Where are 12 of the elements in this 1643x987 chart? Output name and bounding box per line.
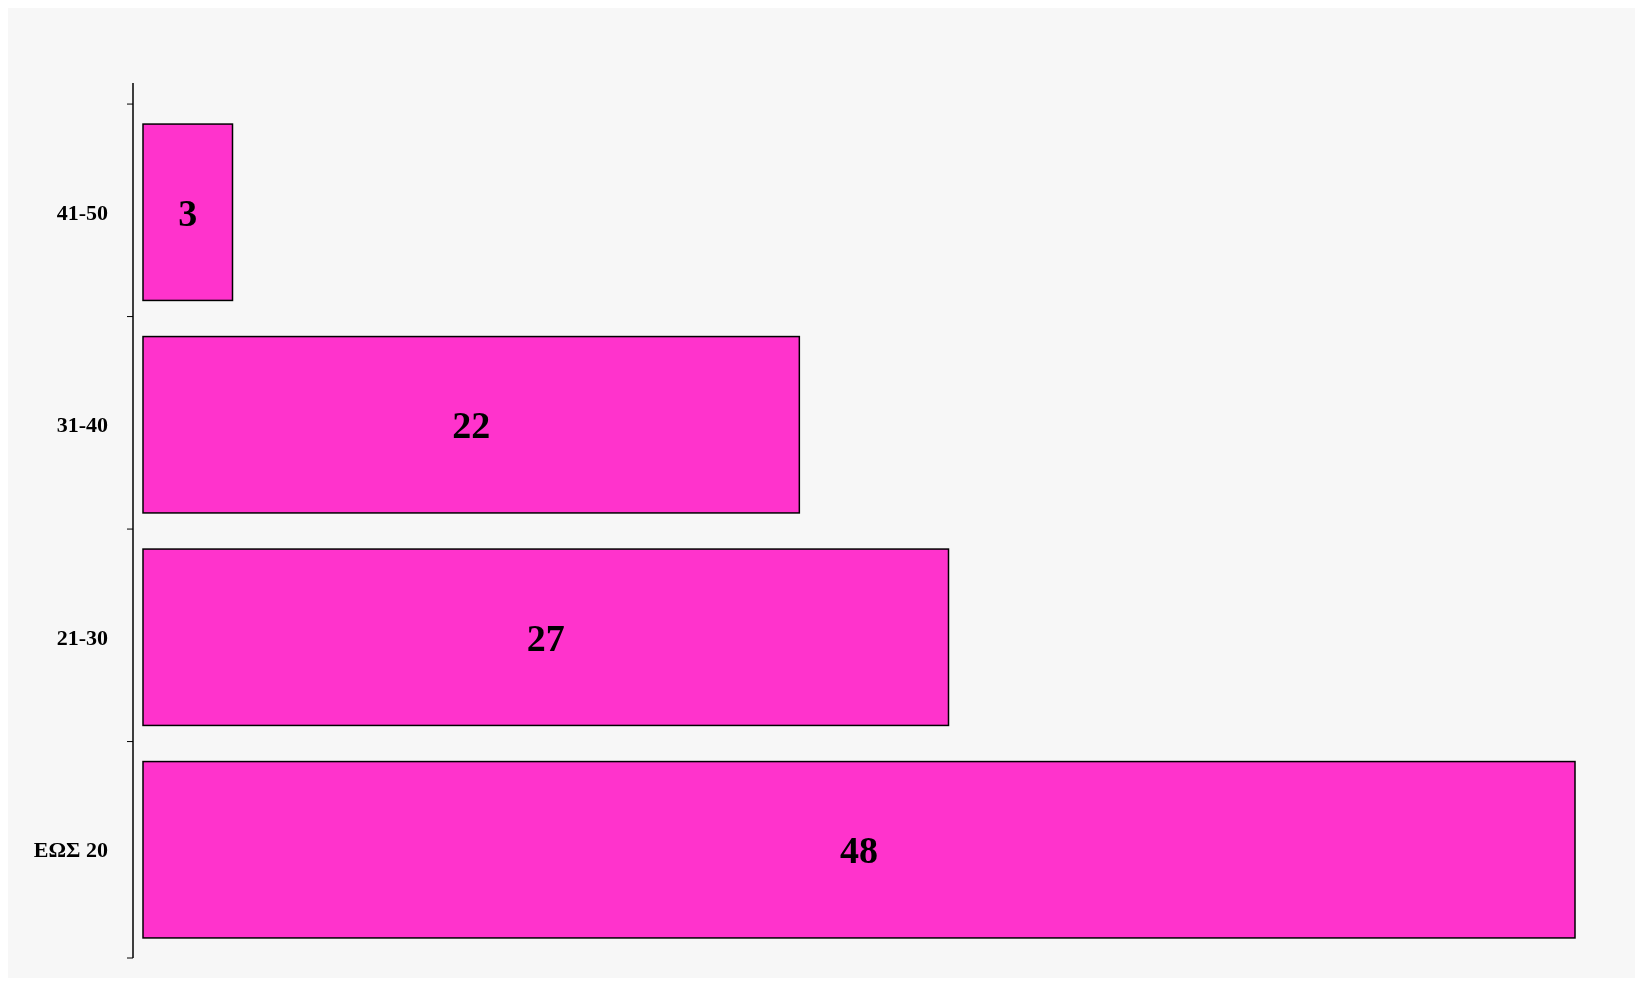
bar <box>142 548 950 727</box>
data-label: 22 <box>452 404 491 447</box>
data-label: 27 <box>526 616 565 659</box>
data-label: 3 <box>178 191 198 234</box>
bar <box>142 123 234 302</box>
bar <box>142 760 1576 939</box>
y-tick-label: 41-50 <box>56 199 108 225</box>
y-tick-label: 31-40 <box>56 412 108 438</box>
bar <box>142 335 801 514</box>
y-tick-label: ΕΩΣ 20 <box>33 837 108 863</box>
data-label: 48 <box>840 829 878 872</box>
y-tick-label: 21-30 <box>56 624 108 650</box>
